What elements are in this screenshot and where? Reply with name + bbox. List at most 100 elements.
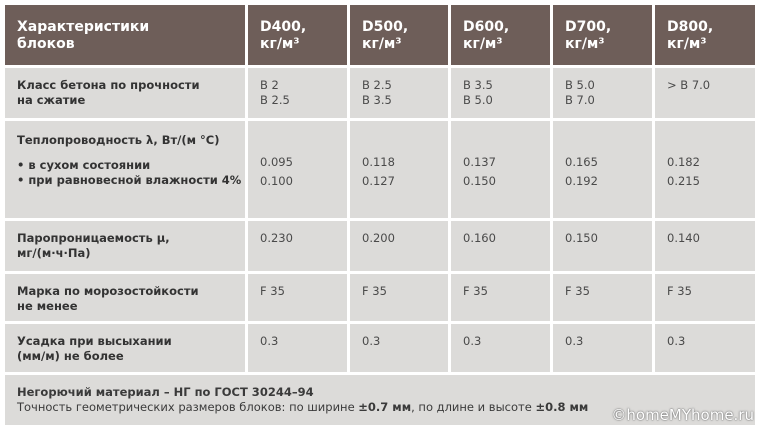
label-text: Класс бетона по прочности bbox=[17, 78, 200, 92]
label-text: Теплопроводность λ, Вт/(м °С) bbox=[17, 133, 220, 147]
value-text: 0.165 bbox=[565, 155, 598, 169]
value-text: 0.140 bbox=[667, 231, 700, 245]
value-text: 0.3 bbox=[463, 334, 482, 348]
label-text: Усадка при высыхании bbox=[17, 334, 172, 348]
value-cell: 0.140 bbox=[655, 221, 755, 271]
value-cell: 0.182 0.215 bbox=[655, 121, 755, 218]
value-text: B 2.5 bbox=[260, 93, 290, 107]
value-text: 0.182 bbox=[667, 155, 700, 169]
value-cell: B 5.0 B 7.0 bbox=[553, 68, 652, 118]
value-cell: 0.3 bbox=[451, 324, 550, 372]
row-label: Теплопроводность λ, Вт/(м °С) • в сухом с… bbox=[5, 121, 245, 218]
header-cell: D400, кг/м³ bbox=[248, 5, 347, 65]
value-text: > B 7.0 bbox=[667, 78, 711, 92]
value-text: F 35 bbox=[362, 284, 387, 298]
value-text: B 3.5 bbox=[463, 78, 493, 92]
value-text: B 3.5 bbox=[362, 93, 392, 107]
value-cell: 0.3 bbox=[248, 324, 347, 372]
label-text: на сжатие bbox=[17, 93, 86, 107]
value-text: 0.200 bbox=[362, 231, 395, 245]
value-text: B 2.5 bbox=[362, 78, 392, 92]
footer: Негорючий материал – НГ по ГОСТ 30244–94… bbox=[5, 375, 755, 425]
value-text: 0.118 bbox=[362, 155, 395, 169]
value-text: B 7.0 bbox=[565, 93, 595, 107]
value-cell: F 35 bbox=[655, 274, 755, 321]
value-text: F 35 bbox=[667, 284, 692, 298]
value-cell: 0.3 bbox=[350, 324, 448, 372]
value-cell: 0.118 0.127 bbox=[350, 121, 448, 218]
header-text: кг/м³ bbox=[667, 36, 707, 52]
value-text: 0.3 bbox=[565, 334, 584, 348]
value-text: 0.127 bbox=[362, 174, 395, 188]
watermark: ©homeMYhome.ru bbox=[611, 406, 754, 424]
value-cell: 0.150 bbox=[553, 221, 652, 271]
header-text: D400, bbox=[260, 19, 307, 35]
header-cell: D800, кг/м³ bbox=[655, 5, 755, 65]
value-cell: 0.200 bbox=[350, 221, 448, 271]
value-cell: > B 7.0 bbox=[655, 68, 755, 118]
value-text: 0.137 bbox=[463, 155, 496, 169]
header-cell: Характеристики блоков bbox=[5, 5, 245, 65]
value-cell: F 35 bbox=[248, 274, 347, 321]
header-text: кг/м³ bbox=[362, 36, 402, 52]
header-text: блоков bbox=[17, 36, 75, 52]
footer-text: Точность геометрических размеров блоков:… bbox=[17, 400, 359, 414]
value-text: 0.3 bbox=[260, 334, 279, 348]
value-cell: B 3.5 B 5.0 bbox=[451, 68, 550, 118]
header-text: D500, bbox=[362, 19, 409, 35]
header-cell: D700, кг/м³ bbox=[553, 5, 652, 65]
value-cell: 0.137 0.150 bbox=[451, 121, 550, 218]
value-cell: 0.230 bbox=[248, 221, 347, 271]
footer-text: ±0.7 мм bbox=[358, 400, 412, 414]
value-cell: F 35 bbox=[451, 274, 550, 321]
value-cell: 0.165 0.192 bbox=[553, 121, 652, 218]
value-cell: 0.3 bbox=[655, 324, 755, 372]
header-text: D700, bbox=[565, 19, 612, 35]
label-text: (мм/м) не более bbox=[17, 349, 124, 363]
label-text: • при равновесной влажности 4% bbox=[17, 173, 242, 187]
value-text: 0.150 bbox=[565, 231, 598, 245]
value-text: 0.150 bbox=[463, 174, 496, 188]
value-text: 0.095 bbox=[260, 155, 293, 169]
row-label: Марка по морозостойкости не менее bbox=[5, 274, 245, 321]
value-cell: B 2.5 B 3.5 bbox=[350, 68, 448, 118]
value-text: 0.192 bbox=[565, 174, 598, 188]
row-label: Усадка при высыхании (мм/м) не более bbox=[5, 324, 245, 372]
value-text: 0.3 bbox=[667, 334, 686, 348]
value-text: B 2 bbox=[260, 78, 279, 92]
value-text: 0.230 bbox=[260, 231, 293, 245]
header-text: D800, bbox=[667, 19, 714, 35]
label-text: Паропроницаемость μ, bbox=[17, 231, 170, 245]
value-text: 0.100 bbox=[260, 174, 293, 188]
header-cell: D500, кг/м³ bbox=[350, 5, 448, 65]
value-cell: 0.160 bbox=[451, 221, 550, 271]
label-text: не менее bbox=[17, 299, 78, 313]
footer-text: , по длине и высоте bbox=[411, 400, 536, 414]
header-text: Характеристики bbox=[17, 19, 150, 35]
label-text: мг/(м·ч·Па) bbox=[17, 246, 91, 260]
value-text: F 35 bbox=[463, 284, 488, 298]
header-cell: D600, кг/м³ bbox=[451, 5, 550, 65]
value-cell: 0.095 0.100 bbox=[248, 121, 347, 218]
value-text: 0.160 bbox=[463, 231, 496, 245]
value-text: F 35 bbox=[260, 284, 285, 298]
value-text: F 35 bbox=[565, 284, 590, 298]
value-cell: F 35 bbox=[553, 274, 652, 321]
value-text: 0.3 bbox=[362, 334, 381, 348]
header-text: кг/м³ bbox=[463, 36, 503, 52]
value-cell: F 35 bbox=[350, 274, 448, 321]
value-text: B 5.0 bbox=[565, 78, 595, 92]
footer-text: ±0.8 мм bbox=[535, 400, 589, 414]
footer-line: Точность геометрических размеров блоков:… bbox=[17, 400, 755, 415]
header-text: кг/м³ bbox=[260, 36, 300, 52]
row-label: Класс бетона по прочности на сжатие bbox=[5, 68, 245, 118]
label-text: • в сухом состоянии bbox=[17, 158, 151, 172]
row-label: Паропроницаемость μ, мг/(м·ч·Па) bbox=[5, 221, 245, 271]
footer-line: Негорючий материал – НГ по ГОСТ 30244–94 bbox=[17, 385, 314, 399]
label-text: Марка по морозостойкости bbox=[17, 284, 199, 298]
header-text: D600, bbox=[463, 19, 510, 35]
value-cell: 0.3 bbox=[553, 324, 652, 372]
header-text: кг/м³ bbox=[565, 36, 605, 52]
